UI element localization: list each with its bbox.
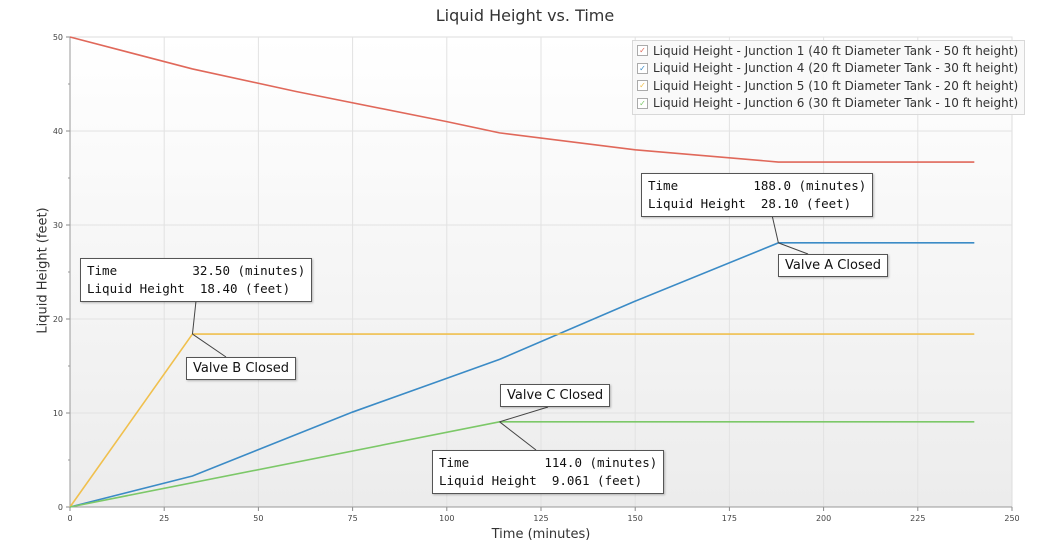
- checkbox-icon[interactable]: ✓: [637, 80, 648, 92]
- legend-item[interactable]: ✓ Liquid Height - Junction 5 (10 ft Diame…: [637, 77, 1018, 95]
- chart-title: Liquid Height vs. Time: [435, 6, 615, 25]
- series-line-1: [69, 36, 975, 163]
- annotation-box-valve-c: Time 114.0 (minutes) Liquid Height 9.061 …: [432, 450, 665, 494]
- annotation-leader-line: [191, 300, 197, 335]
- x-tick-label: 125: [533, 514, 548, 523]
- y-tick-label: 0: [58, 503, 63, 512]
- legend-label: Liquid Height - Junction 1 (40 ft Diamet…: [653, 43, 1019, 58]
- annotation-box-valve-a: Time 188.0 (minutes) Liquid Height 28.10 …: [641, 173, 874, 217]
- y-tick-label: 10: [53, 409, 63, 418]
- annotation-label-valve-a: Valve A Closed: [778, 254, 888, 277]
- x-tick-label: 175: [722, 514, 737, 523]
- annotation-height: Liquid Height 9.061 (feet): [439, 473, 643, 488]
- x-tick-label: 50: [253, 514, 263, 523]
- annotation-leader-line: [771, 214, 779, 243]
- x-tick-label: 150: [628, 514, 643, 523]
- checkbox-icon[interactable]: ✓: [637, 97, 648, 109]
- annotation-time: Time 188.0 (minutes): [648, 178, 867, 193]
- annotation-height: Liquid Height 28.10 (feet): [648, 196, 852, 211]
- legend-label: Liquid Height - Junction 6 (30 ft Diamet…: [653, 96, 1019, 111]
- annotation-box-valve-b: Time 32.50 (minutes) Liquid Height 18.40 …: [80, 258, 313, 302]
- legend-label: Liquid Height - Junction 4 (20 ft Diamet…: [653, 61, 1019, 76]
- x-tick-label: 75: [348, 514, 358, 523]
- annotation-label-valve-c: Valve C Closed: [500, 384, 611, 407]
- legend-item[interactable]: ✓ Liquid Height - Junction 1 (40 ft Diame…: [637, 42, 1018, 60]
- checkbox-icon[interactable]: ✓: [637, 62, 648, 74]
- x-tick-label: 0: [67, 514, 72, 523]
- annotation-leader-line: [499, 406, 549, 423]
- annotation-label-valve-b: Valve B Closed: [186, 357, 297, 380]
- legend-label: Liquid Height - Junction 5 (10 ft Diamet…: [653, 78, 1019, 93]
- annotation-time: Time 32.50 (minutes): [87, 263, 306, 278]
- y-tick-label: 40: [53, 127, 63, 136]
- y-tick-label: 20: [53, 315, 63, 324]
- annotation-leader-line: [778, 242, 809, 255]
- y-tick-label: 30: [53, 221, 63, 230]
- x-tick-label: 100: [439, 514, 454, 523]
- legend-item[interactable]: ✓ Liquid Height - Junction 6 (30 ft Diame…: [637, 95, 1018, 113]
- annotation-leader-line: [192, 333, 227, 358]
- x-tick-label: 25: [159, 514, 169, 523]
- legend-item[interactable]: ✓ Liquid Height - Junction 4 (20 ft Diame…: [637, 60, 1018, 78]
- x-axis-label: Time (minutes): [491, 527, 591, 542]
- x-tick-label: 250: [1004, 514, 1019, 523]
- checkbox-icon[interactable]: ✓: [637, 45, 648, 57]
- y-axis-label: Liquid Height (feet): [35, 207, 51, 334]
- annotation-time: Time 114.0 (minutes): [439, 455, 658, 470]
- annotation-height: Liquid Height 18.40 (feet): [87, 281, 291, 296]
- legend: ✓ Liquid Height - Junction 1 (40 ft Diame…: [632, 40, 1026, 115]
- x-tick-label: 225: [910, 514, 925, 523]
- annotation-leader-line: [499, 421, 537, 451]
- x-tick-label: 200: [816, 514, 831, 523]
- y-tick-label: 50: [53, 33, 63, 42]
